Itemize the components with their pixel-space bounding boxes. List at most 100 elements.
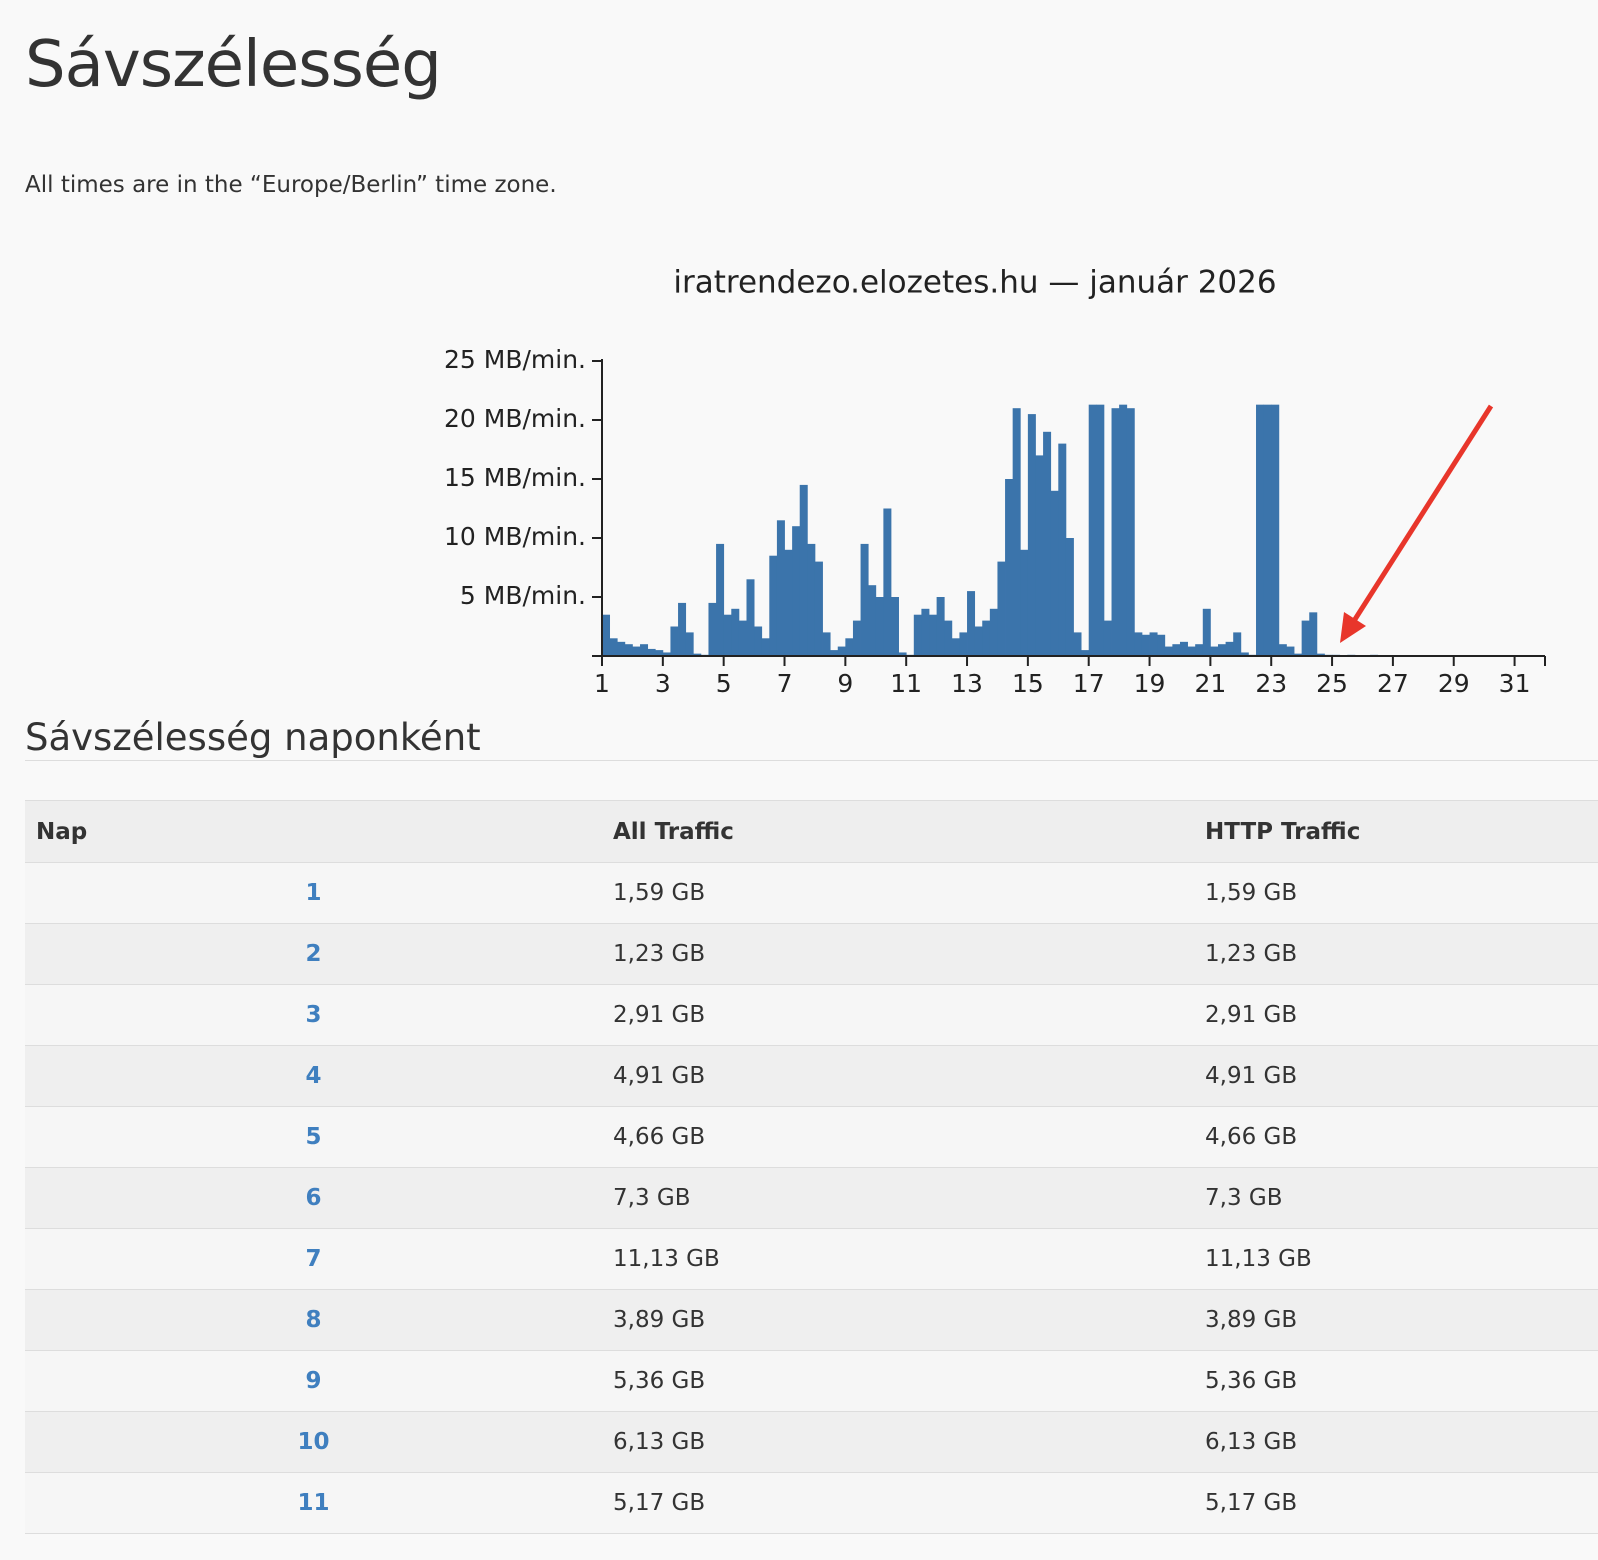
day-link[interactable]: 9 [305, 1368, 322, 1394]
bar [852, 620, 861, 656]
bar [799, 484, 808, 656]
bar [1134, 632, 1143, 656]
bar [1157, 634, 1166, 656]
all-traffic-cell: 5,36 GB [602, 1350, 1194, 1412]
day-link[interactable]: 10 [297, 1429, 330, 1455]
table-row: 6 7,3 GB 7,3 GB [25, 1167, 1598, 1229]
bar [640, 644, 649, 656]
bar [967, 591, 976, 656]
day-link[interactable]: 11 [297, 1490, 330, 1516]
bar [754, 626, 763, 656]
bar [868, 585, 877, 656]
day-cell: 9 [25, 1350, 602, 1412]
bar [1286, 646, 1295, 656]
day-link[interactable]: 2 [305, 941, 322, 967]
bar [1271, 404, 1280, 656]
x-tick-label: 7 [777, 669, 793, 698]
bar [1005, 479, 1014, 656]
day-link[interactable]: 4 [305, 1063, 322, 1089]
bar [1012, 408, 1021, 656]
day-link[interactable]: 8 [305, 1307, 322, 1333]
bar [1187, 646, 1196, 656]
bar [685, 632, 694, 656]
day-link[interactable]: 5 [305, 1124, 322, 1150]
bandwidth-table: Nap All Traffic HTTP Traffic 1 1,59 GB 1,5… [25, 800, 1598, 1534]
bar [944, 620, 953, 656]
bar [1126, 408, 1135, 656]
annotation-arrow [1349, 404, 1494, 626]
bar [814, 561, 823, 656]
http-traffic-cell: 3,89 GB [1194, 1289, 1598, 1351]
table-row: 4 4,91 GB 4,91 GB [25, 1045, 1598, 1107]
table-body: 1 1,59 GB 1,59 GB 2 1,23 GB 1,23 GB 3 2,91 GB 2,… [25, 862, 1598, 1534]
bar [1316, 653, 1325, 656]
bar [1294, 653, 1303, 656]
bar [1301, 620, 1310, 656]
bar [792, 526, 801, 656]
bar [1256, 404, 1265, 656]
bar [883, 508, 892, 656]
day-link[interactable]: 1 [305, 880, 322, 906]
column-header: Nap [25, 800, 602, 863]
x-tick-label: 29 [1438, 669, 1470, 698]
bar [670, 626, 679, 656]
bar [624, 644, 633, 656]
http-traffic-cell: 5,17 GB [1194, 1472, 1598, 1534]
bar [807, 543, 816, 656]
bar [1179, 641, 1188, 656]
bar [913, 614, 922, 656]
all-traffic-cell: 6,13 GB [602, 1411, 1194, 1473]
bar [708, 602, 717, 656]
y-tick-label: 5 MB/min. [460, 581, 586, 610]
bar [731, 608, 740, 656]
x-tick-label: 21 [1194, 669, 1226, 698]
bar [723, 614, 732, 656]
day-link[interactable]: 3 [305, 1002, 322, 1028]
day-cell: 4 [25, 1045, 602, 1107]
bar [609, 638, 618, 656]
bar [1263, 404, 1272, 656]
bar [974, 626, 983, 656]
section-rule [25, 760, 1598, 761]
bar [1149, 632, 1158, 656]
section-title: Sávszélesség naponként [25, 716, 481, 759]
day-cell: 2 [25, 923, 602, 985]
bar [738, 620, 747, 656]
bar [982, 620, 991, 656]
day-cell: 3 [25, 984, 602, 1046]
x-tick-label: 9 [837, 669, 853, 698]
bar [1164, 646, 1173, 656]
http-traffic-cell: 11,13 GB [1194, 1228, 1598, 1290]
bar [936, 597, 945, 656]
bar [959, 632, 968, 656]
bar [1309, 612, 1318, 656]
header-row: Nap All Traffic HTTP Traffic [25, 800, 1598, 863]
table-row: 11 5,17 GB 5,17 GB [25, 1472, 1598, 1534]
bar [662, 652, 671, 656]
x-tick-label: 3 [655, 669, 671, 698]
column-header: All Traffic [602, 800, 1194, 863]
day-cell: 5 [25, 1106, 602, 1168]
bar [989, 608, 998, 656]
day-cell: 6 [25, 1167, 602, 1229]
day-link[interactable]: 7 [305, 1246, 322, 1272]
column-header: HTTP Traffic [1194, 800, 1598, 863]
bar [875, 597, 884, 656]
x-tick-label: 27 [1377, 669, 1409, 698]
http-traffic-cell: 1,23 GB [1194, 923, 1598, 985]
bar [860, 543, 869, 656]
day-cell: 10 [25, 1411, 602, 1473]
day-link[interactable]: 6 [305, 1185, 322, 1211]
http-traffic-cell: 5,36 GB [1194, 1350, 1598, 1412]
http-traffic-cell: 2,91 GB [1194, 984, 1598, 1046]
bar [647, 648, 656, 656]
bar [1141, 634, 1150, 656]
day-cell: 11 [25, 1472, 602, 1534]
bar [1050, 490, 1059, 656]
bar [776, 520, 785, 656]
bar [1027, 414, 1036, 656]
bar [1043, 431, 1052, 656]
x-tick-label: 17 [1073, 669, 1105, 698]
bar [1195, 644, 1204, 656]
